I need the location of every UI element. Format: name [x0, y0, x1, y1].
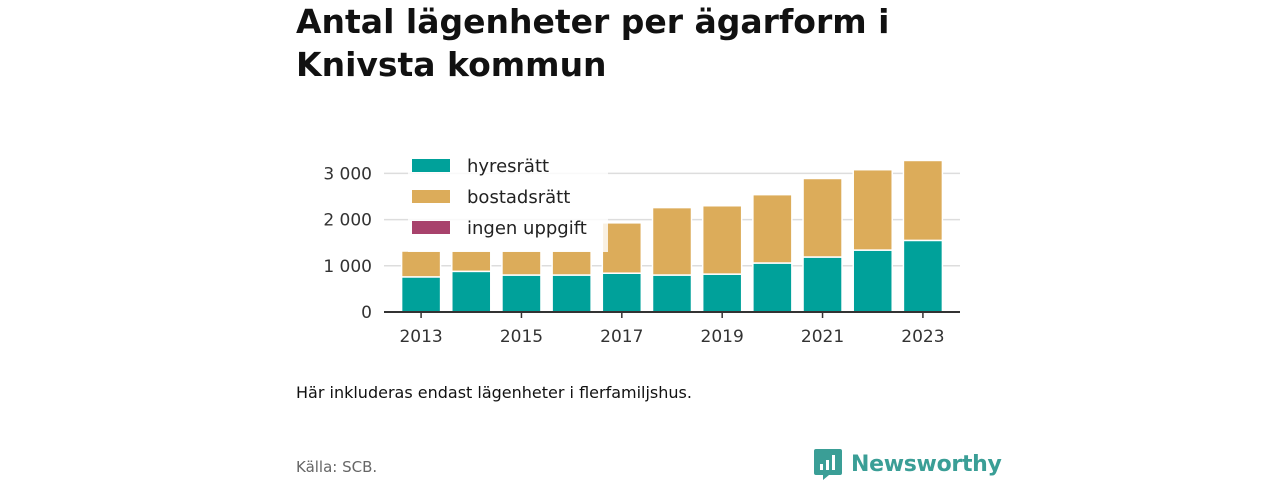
bar-segment [451, 250, 492, 273]
bar-segment [852, 249, 893, 313]
bar-segment [400, 276, 442, 313]
x-tick-label: 2015 [500, 327, 543, 347]
x-tick-label: 2013 [399, 327, 442, 347]
bar-segment [902, 239, 944, 313]
bar-segment [501, 250, 542, 276]
bar-segment [601, 222, 643, 274]
bar-segment [551, 250, 592, 276]
legend-swatch [412, 190, 450, 203]
x-tick-label: 2019 [701, 327, 744, 347]
y-tick-label: 0 [361, 303, 372, 323]
y-tick-label: 2 000 [323, 211, 372, 231]
bar-chart: 0 1 000 2 000 3 000 2013 2015 2017 2019 2021 2023… [323, 152, 960, 347]
bar-segment [701, 204, 743, 275]
x-tick-label: 2021 [801, 327, 844, 347]
bar-segment [601, 272, 643, 313]
bar-segment [902, 159, 944, 242]
bar-segment [752, 262, 793, 313]
y-tick-label: 1 000 [323, 257, 372, 277]
bars [400, 159, 944, 313]
chart-title: Antal lägenheter per ägarform i Knivsta … [296, 2, 890, 84]
legend-swatch [412, 221, 450, 234]
bar-segment [802, 177, 843, 258]
x-tick-label: 2023 [901, 327, 944, 347]
legend-swatch [412, 159, 450, 172]
bar-segment [451, 270, 492, 313]
brand-logo: Newsworthy [813, 447, 1002, 481]
bar-segment [551, 274, 592, 313]
x-tick-label: 2017 [600, 327, 643, 347]
bar-segment [802, 256, 843, 313]
legend-label: ingen uppgift [467, 218, 587, 239]
axes: 0 1 000 2 000 3 000 2013 2015 2017 2019 2021 2023 [323, 164, 960, 347]
legend-label: hyresrätt [467, 156, 549, 177]
y-tick-label: 3 000 [323, 164, 372, 184]
bar-segment [400, 250, 442, 278]
legend-label: bostadsrätt [467, 187, 570, 208]
bar-segment [752, 193, 793, 264]
bar-segment [852, 168, 893, 251]
brand-name: Newsworthy [851, 451, 1002, 477]
bar-segment [651, 274, 693, 313]
bar-segment [701, 273, 743, 313]
chart-note: Här inkluderas endast lägenheter i flerf… [296, 383, 692, 402]
bar-segment [501, 274, 542, 313]
source-text: Källa: SCB. [296, 458, 378, 476]
bar-segment [651, 206, 693, 276]
legend: hyresrätt bostadsrätt ingen uppgift [408, 152, 608, 252]
newsworthy-icon [814, 449, 842, 480]
